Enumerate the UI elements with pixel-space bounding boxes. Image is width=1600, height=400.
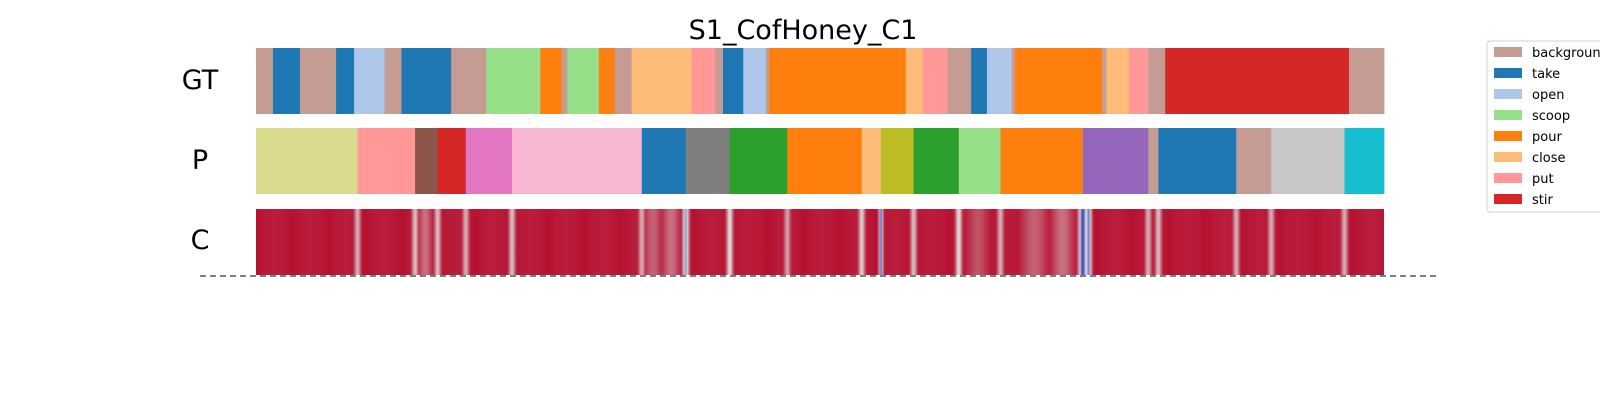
- segment-gt-11: [567, 48, 600, 114]
- segment-p-2: [415, 128, 439, 194]
- segment-gt-10: [561, 48, 568, 114]
- legend-swatch-open: [1494, 89, 1522, 99]
- legend: backgroun take open scoop pour close put…: [1486, 40, 1600, 213]
- segment-p-7: [685, 128, 731, 194]
- legend-swatch-stir: [1494, 194, 1522, 204]
- segment-p-3: [437, 128, 467, 194]
- segment-p-16: [1148, 128, 1159, 194]
- segment-gt-30: [1129, 48, 1149, 114]
- segment-gt-17: [722, 48, 744, 114]
- segment-p-11: [880, 128, 915, 194]
- segment-gt-13: [614, 48, 633, 114]
- segment-gt-7: [451, 48, 487, 114]
- legend-label-open: open: [1532, 88, 1564, 103]
- segment-gt-19: [765, 48, 770, 114]
- segment-p-17: [1158, 128, 1237, 194]
- segment-gt-32: [1165, 48, 1350, 114]
- segment-gt-1: [272, 48, 301, 114]
- chart-title: S1_CofHoney_C1: [689, 15, 918, 46]
- segment-gt-9: [540, 48, 563, 114]
- segment-p-20: [1344, 128, 1385, 194]
- segment-p-8: [729, 128, 788, 194]
- segment-gt-16: [715, 48, 724, 114]
- legend-frame: [1486, 40, 1600, 213]
- segment-gt-26: [1011, 48, 1016, 114]
- segment-gt-27: [1015, 48, 1103, 114]
- legend-swatch-background: [1494, 47, 1522, 57]
- segment-gt-23: [947, 48, 972, 114]
- segment-p-13: [958, 128, 1001, 194]
- segment-gt-25: [986, 48, 1013, 114]
- segment-gt-29: [1106, 48, 1130, 114]
- segment-p-6: [641, 128, 687, 194]
- confidence-strip: [256, 209, 1384, 275]
- legend-label-stir: stir: [1532, 193, 1553, 208]
- legend-swatch-take: [1494, 68, 1522, 78]
- gt-segment-row: [256, 48, 1385, 114]
- segment-gt-6: [401, 48, 452, 114]
- row-label-p: P: [192, 145, 208, 176]
- legend-label-pour: pour: [1532, 130, 1562, 145]
- prediction-segment-row: [256, 128, 1385, 194]
- legend-swatch-scoop: [1494, 110, 1522, 120]
- segment-p-14: [1000, 128, 1084, 194]
- segment-p-9: [787, 128, 863, 194]
- legend-swatch-pour: [1494, 131, 1522, 141]
- row-label-c: C: [191, 225, 210, 256]
- segment-p-15: [1082, 128, 1149, 194]
- segment-gt-5: [384, 48, 402, 114]
- segment-gt-18: [743, 48, 767, 114]
- segment-gt-12: [598, 48, 616, 114]
- legend-label-scoop: scoop: [1532, 109, 1570, 124]
- legend-label-background: backgroun: [1532, 46, 1600, 61]
- segment-gt-3: [336, 48, 355, 114]
- segment-gt-31: [1148, 48, 1166, 114]
- segment-p-5: [512, 128, 643, 194]
- segment-gt-22: [922, 48, 948, 114]
- legend-label-close: close: [1532, 151, 1565, 166]
- legend-label-take: take: [1532, 67, 1560, 82]
- legend-swatch-put: [1494, 173, 1522, 183]
- segment-p-0: [256, 128, 358, 194]
- segment-gt-33: [1349, 48, 1385, 114]
- segment-gt-24: [971, 48, 988, 114]
- segment-gt-15: [691, 48, 716, 114]
- segment-gt-28: [1102, 48, 1107, 114]
- legend-swatch-close: [1494, 152, 1522, 162]
- segment-gt-20: [769, 48, 907, 114]
- row-label-gt: GT: [182, 65, 219, 96]
- segment-p-19: [1271, 128, 1345, 194]
- segment-p-10: [861, 128, 882, 194]
- legend-label-put: put: [1532, 172, 1554, 187]
- segment-gt-4: [354, 48, 385, 114]
- segment-p-12: [913, 128, 960, 194]
- segment-p-1: [357, 128, 416, 194]
- segment-gt-2: [299, 48, 337, 114]
- segment-p-18: [1236, 128, 1272, 194]
- segment-gt-8: [486, 48, 541, 114]
- segment-gt-0: [256, 48, 274, 114]
- segment-gt-21: [905, 48, 924, 114]
- segment-gt-14: [631, 48, 692, 114]
- segment-p-4: [465, 128, 513, 194]
